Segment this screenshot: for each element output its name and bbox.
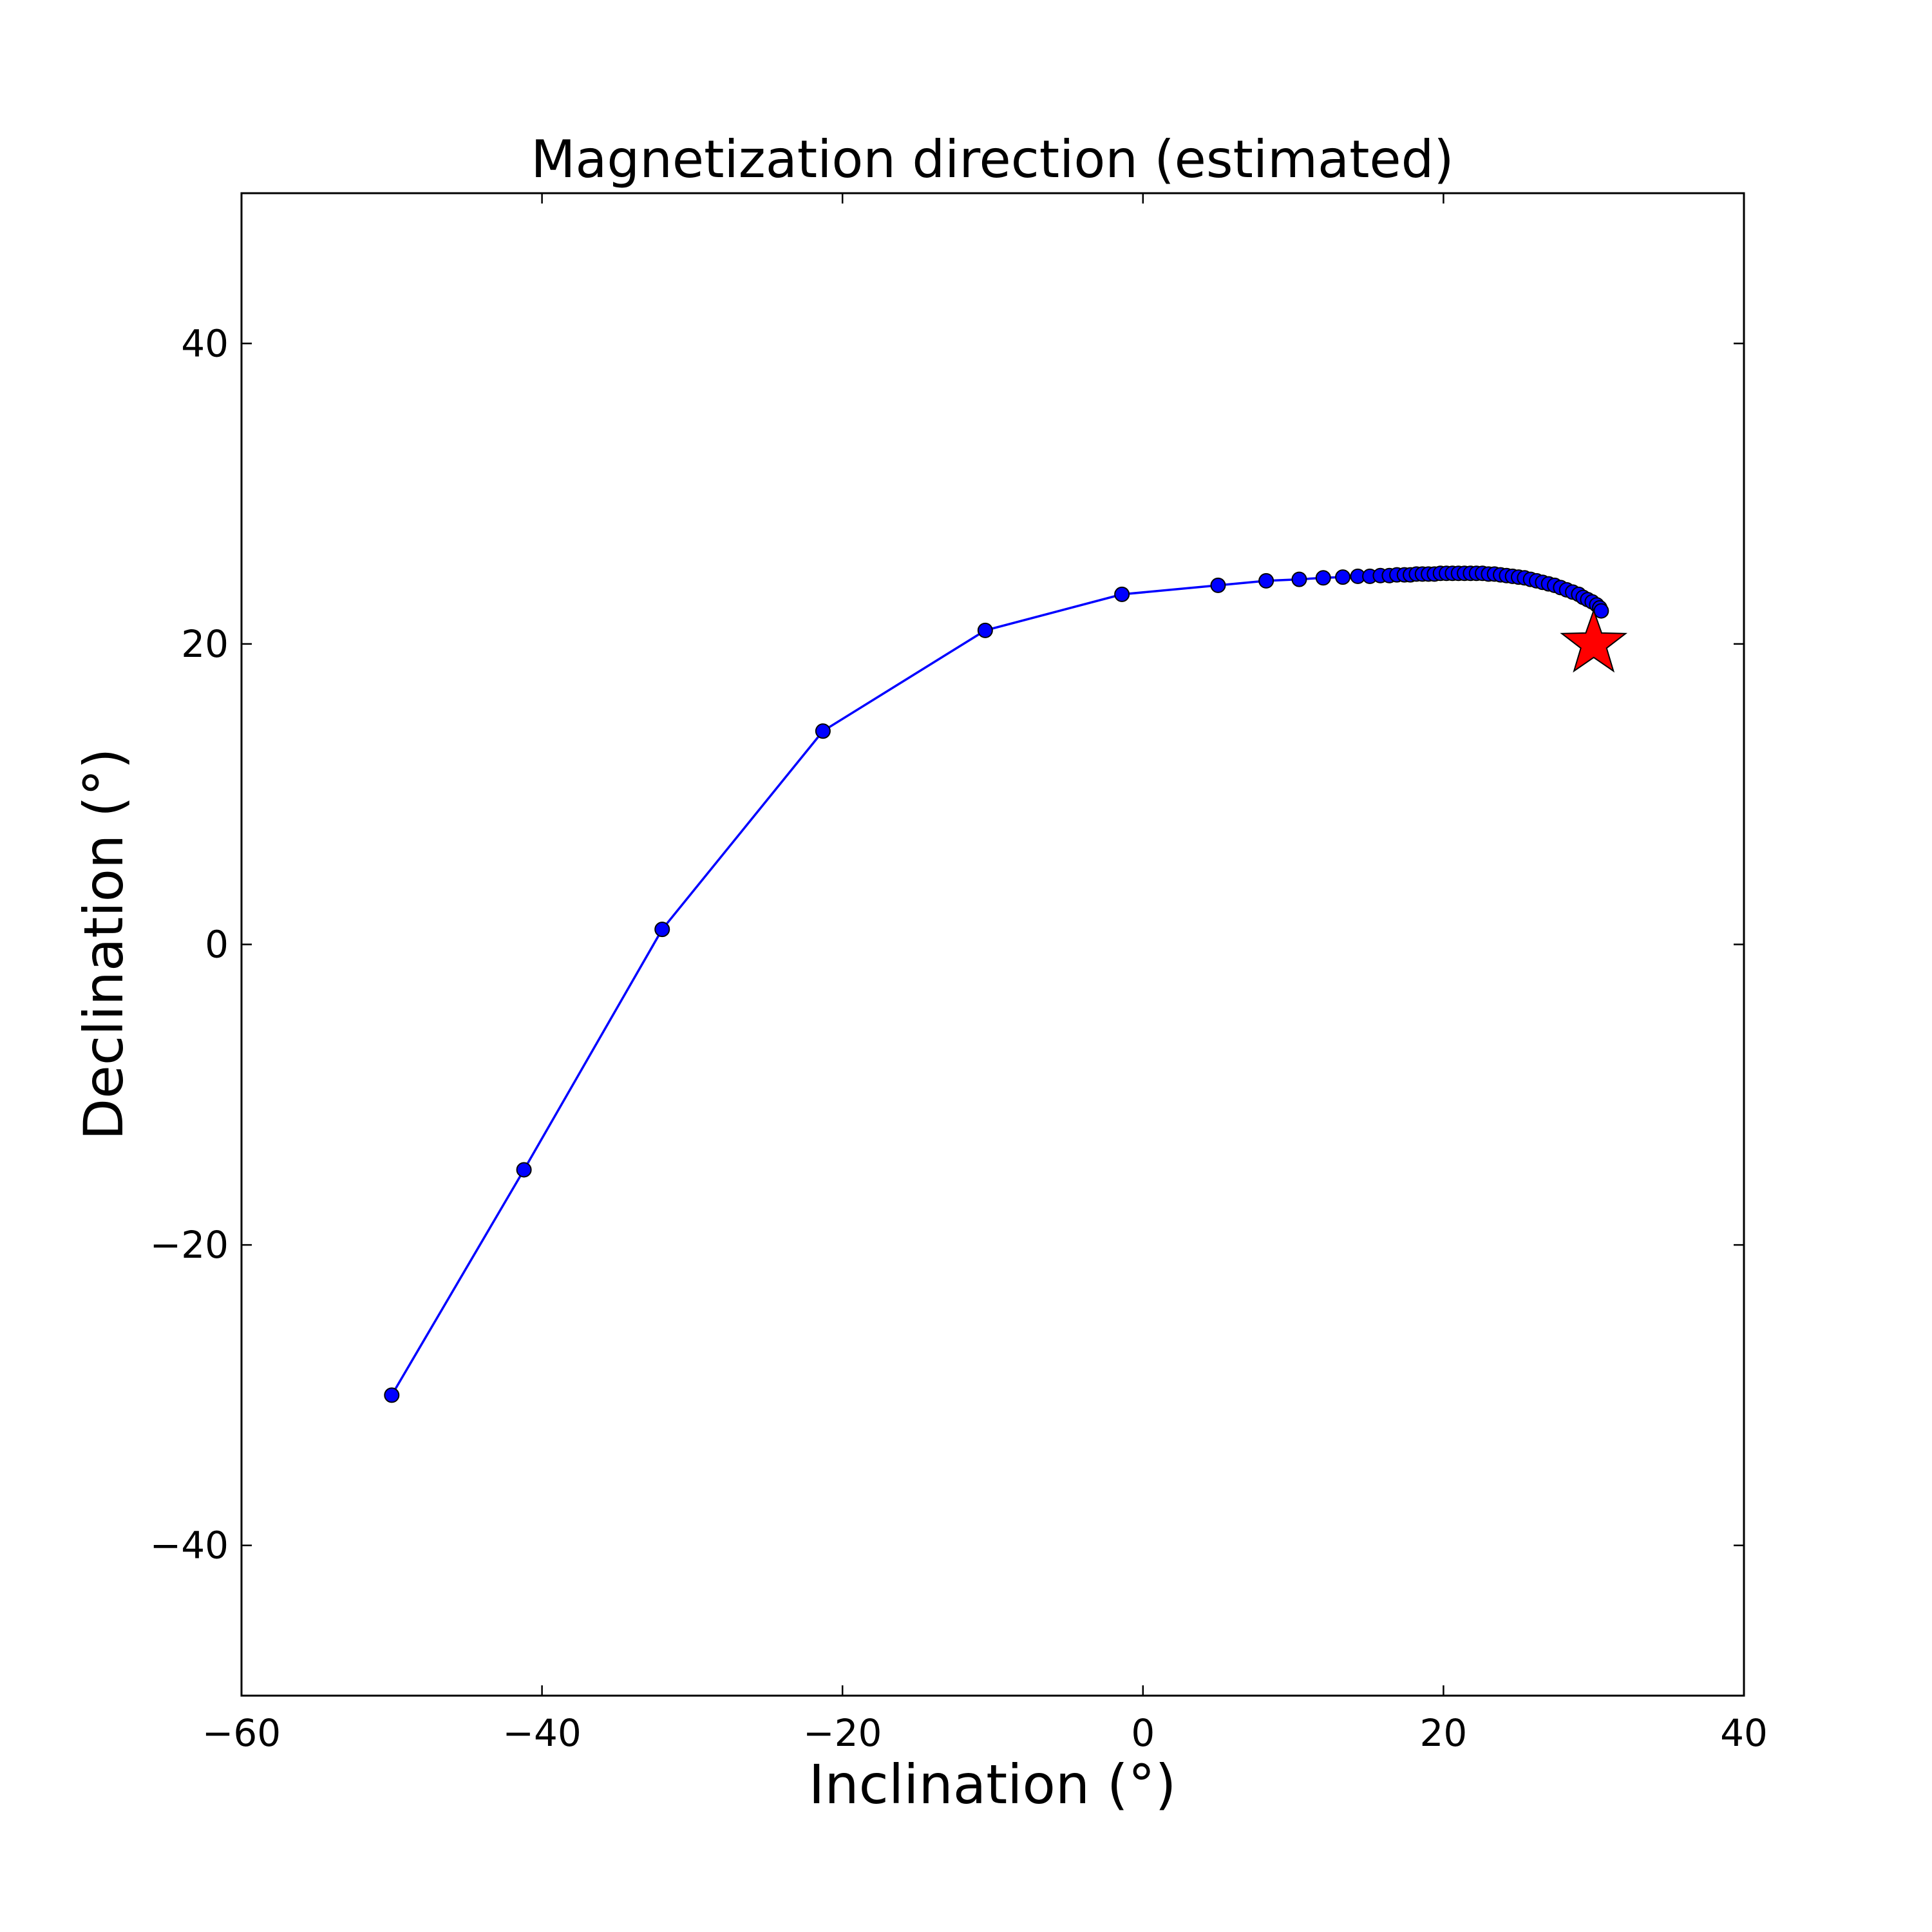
data-point <box>1335 569 1351 585</box>
data-point <box>1291 571 1307 587</box>
data-point <box>1210 577 1226 593</box>
data-point <box>516 1162 532 1178</box>
plot-area-frame <box>240 192 1745 1697</box>
y-axis-label: Declination (°) <box>72 748 135 1140</box>
y-tick-label: 40 <box>181 321 229 365</box>
data-point <box>1315 570 1331 586</box>
y-tick-label: −40 <box>150 1524 229 1567</box>
plot-series <box>384 565 1628 1403</box>
data-point <box>815 723 831 739</box>
data-point <box>1114 586 1130 602</box>
axis-ticks <box>240 193 1745 1696</box>
true-direction-star-marker <box>1560 608 1628 673</box>
chart-title: Magnetization direction (estimated) <box>531 129 1454 189</box>
x-tick-label: 40 <box>1720 1711 1768 1755</box>
y-tick-label: −20 <box>150 1223 229 1267</box>
x-tick-label: −40 <box>502 1711 581 1755</box>
y-tick-label: 20 <box>181 622 229 666</box>
x-tick-label: 20 <box>1419 1711 1467 1755</box>
x-axis-label: Inclination (°) <box>809 1753 1177 1816</box>
y-tick-label: 0 <box>205 923 229 967</box>
data-point <box>654 922 670 938</box>
data-point <box>977 622 993 638</box>
x-tick-label: −20 <box>803 1711 882 1755</box>
data-point <box>1258 573 1274 589</box>
x-tick-label: 0 <box>1131 1711 1155 1755</box>
x-tick-label: −60 <box>202 1711 281 1755</box>
axis-tick-labels: −60 −40 −20 0 20 40 −40 −20 0 20 40 <box>150 321 1768 1755</box>
data-point <box>384 1387 400 1403</box>
